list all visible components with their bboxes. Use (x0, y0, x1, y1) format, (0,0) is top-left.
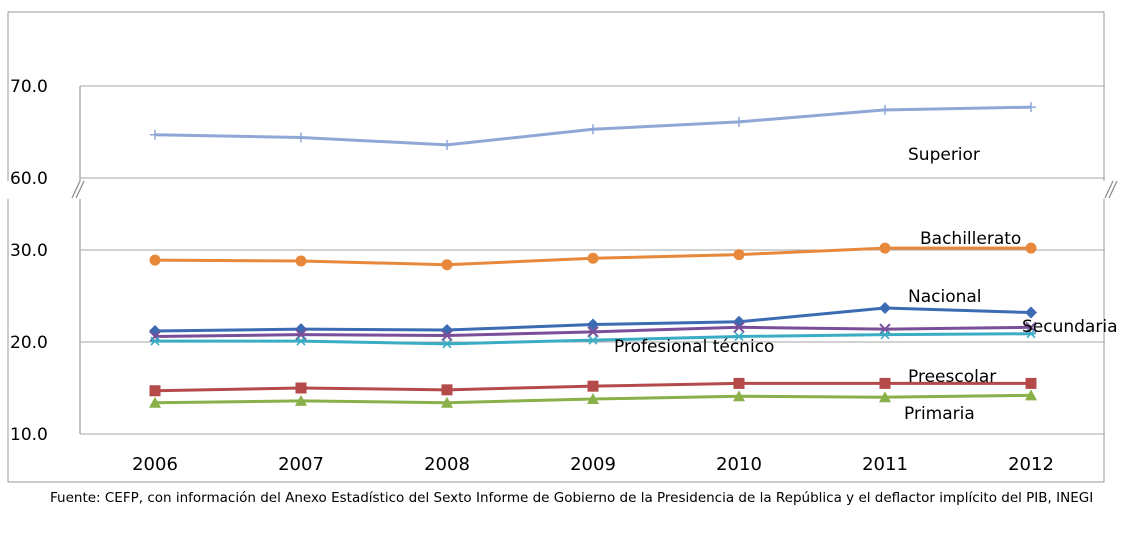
data-point (1025, 242, 1037, 254)
axis-break-gap (0, 181, 1125, 199)
data-point (296, 132, 306, 143)
x-tick-label: 2007 (278, 454, 324, 475)
data-point (149, 254, 161, 266)
data-point (442, 339, 452, 349)
data-point (441, 259, 453, 271)
data-point (149, 385, 161, 397)
source-note: Fuente: CEFP, con información del Anexo … (50, 490, 1094, 506)
data-point (733, 377, 745, 389)
data-point (733, 249, 745, 261)
data-point (879, 242, 891, 254)
series-primaria (149, 389, 1037, 408)
data-point (1026, 102, 1036, 113)
y-tick-label: 10.0 (10, 425, 48, 445)
x-tick-label: 2012 (1008, 454, 1054, 475)
data-point (442, 139, 452, 150)
series-superior (150, 102, 1036, 150)
data-point (733, 321, 745, 333)
y-tick-label: 20.0 (10, 333, 48, 353)
data-point (734, 116, 744, 127)
data-point (1025, 306, 1037, 319)
data-point (587, 380, 599, 392)
data-point (879, 323, 891, 335)
y-tick-label: 70.0 (10, 77, 48, 97)
series-profesional-tecnico (150, 329, 1036, 349)
chart-border (7, 11, 1105, 483)
data-point (588, 335, 598, 345)
axis-break-mark (1108, 180, 1118, 199)
axis-break-mark (75, 180, 85, 199)
data-point (879, 301, 891, 314)
data-point (587, 326, 599, 338)
series-preescolar (149, 377, 1037, 397)
data-point (587, 252, 599, 264)
data-point (588, 124, 598, 135)
data-point (441, 396, 453, 408)
series-label: Superior (908, 145, 980, 165)
x-tick-label: 2011 (862, 454, 908, 475)
data-point (295, 394, 307, 406)
series-label: Preescolar (908, 367, 996, 387)
series-label: Nacional (908, 287, 982, 307)
data-point (1025, 377, 1037, 389)
data-point (149, 396, 161, 408)
data-point (879, 377, 891, 389)
data-point (295, 382, 307, 394)
y-tick-label: 60.0 (10, 169, 48, 189)
series-label: Bachillerato (920, 229, 1021, 249)
series-label: Profesional técnico (614, 337, 774, 357)
axis-break-mark (71, 180, 81, 199)
data-point (734, 331, 744, 342)
data-point (587, 393, 599, 405)
x-tick-label: 2009 (570, 454, 616, 475)
data-point (1025, 389, 1037, 401)
x-tick-label: 2006 (132, 454, 178, 475)
data-point (150, 336, 160, 346)
y-tick-label: 30.0 (10, 241, 48, 261)
data-point (880, 330, 890, 340)
series-bachillerato (149, 242, 1037, 271)
x-tick-label: 2008 (424, 454, 470, 475)
data-point (1026, 329, 1036, 339)
data-point (295, 255, 307, 267)
data-point (441, 329, 453, 342)
data-point (441, 384, 453, 396)
data-point (150, 129, 160, 140)
data-point (733, 390, 745, 402)
series-label: Secundaria (1022, 317, 1117, 337)
series-label: Primaria (904, 404, 975, 424)
axis-break-mark (1104, 180, 1114, 199)
data-point (880, 104, 890, 115)
x-tick-label: 2010 (716, 454, 762, 475)
data-point (879, 391, 891, 403)
data-point (296, 336, 306, 346)
